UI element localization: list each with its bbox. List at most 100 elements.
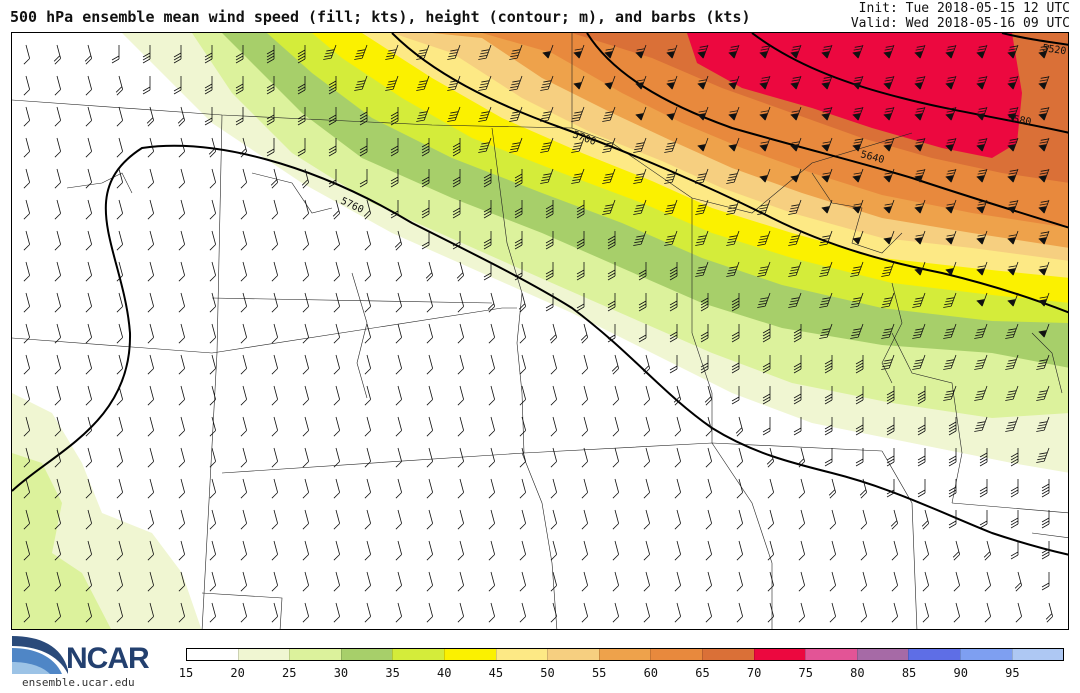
wind-barb-icon	[23, 323, 31, 344]
wind-barb-icon	[790, 168, 802, 183]
wind-barb-icon	[757, 230, 771, 246]
wind-barb-icon	[881, 261, 895, 277]
wind-barb-icon	[1036, 447, 1050, 463]
wind-barb-icon	[855, 417, 864, 436]
wind-barb-icon	[147, 571, 155, 592]
wind-barb-icon	[829, 602, 837, 623]
wind-speed-fill	[12, 33, 1068, 629]
wind-barb-icon	[426, 571, 434, 592]
wind-barb-icon	[945, 168, 957, 183]
wind-barb-icon	[550, 509, 558, 530]
wind-barb-icon	[359, 138, 368, 157]
wind-barb-icon	[209, 261, 217, 282]
wind-barb-icon	[914, 168, 926, 183]
wind-barb-icon	[240, 509, 248, 530]
wind-barb-icon	[767, 540, 775, 561]
wind-barb-icon	[550, 540, 558, 561]
wind-barb-icon	[390, 169, 399, 188]
wind-barb-icon	[797, 447, 806, 468]
wind-barb-icon	[705, 447, 713, 468]
wind-barb-icon	[426, 354, 434, 375]
wind-barb-icon	[759, 44, 771, 59]
wind-barb-icon	[147, 447, 155, 468]
ncar-logo-text: NCAR	[66, 642, 150, 675]
wind-barb-icon	[54, 261, 62, 282]
valid-time: Valid: Wed 2018-05-16 09 UTC	[850, 16, 1070, 31]
wind-barb-icon	[550, 602, 558, 623]
wind-barb-icon	[821, 75, 833, 90]
wind-barb-icon	[173, 45, 182, 64]
wind-barb-icon	[142, 45, 151, 64]
wind-barb-icon	[302, 447, 310, 468]
wind-barb-icon	[23, 540, 31, 561]
wind-barb-icon	[147, 540, 155, 561]
wind-barb-icon	[798, 509, 806, 530]
wind-barb-icon	[643, 447, 651, 468]
wind-barb-icon	[85, 354, 93, 375]
wind-barb-icon	[395, 261, 403, 282]
wind-barb-icon	[178, 323, 186, 344]
wind-barb-icon	[271, 385, 279, 406]
wind-barb-icon	[852, 199, 864, 214]
wind-barb-icon	[452, 231, 461, 250]
wind-barb-icon	[178, 137, 186, 158]
wind-barb-icon	[271, 478, 279, 499]
colorbar-swatch	[340, 649, 393, 660]
wind-barb-icon	[974, 323, 988, 339]
wind-barb-icon	[1038, 75, 1050, 90]
wind-barb-icon	[147, 199, 155, 220]
wind-barb-icon	[240, 478, 248, 499]
wind-barb-icon	[1038, 292, 1050, 307]
wind-barb-icon	[116, 323, 124, 344]
wind-barb-icon	[886, 386, 895, 405]
wind-barb-icon	[457, 602, 465, 623]
colorbar-swatch	[187, 649, 238, 660]
wind-barb-icon	[54, 292, 62, 313]
wind-barb-icon	[364, 261, 372, 282]
colorbar-swatch	[805, 649, 857, 660]
wind-barb-icon	[54, 106, 62, 127]
wind-barb-icon	[333, 354, 341, 375]
wind-barb-icon	[209, 230, 217, 251]
wind-barb-icon	[860, 509, 868, 530]
wind-barb-icon	[364, 323, 372, 344]
wind-barb-icon	[735, 416, 744, 437]
wind-barb-icon	[633, 137, 647, 153]
wind-barb-icon	[333, 478, 341, 499]
wind-barb-icon	[271, 199, 279, 220]
wind-barb-icon	[828, 478, 837, 499]
map-panel: 5760 5700 5640 5580 5520	[11, 32, 1069, 630]
wind-barb-icon	[240, 354, 248, 375]
wind-barb-icon	[178, 261, 186, 282]
wind-barb-icon	[478, 106, 492, 122]
wind-barb-icon	[573, 75, 585, 90]
wind-barb-icon	[364, 230, 372, 251]
wind-barb-icon	[116, 385, 124, 406]
wind-barb-icon	[509, 137, 523, 153]
wind-barb-icon	[767, 478, 775, 499]
wind-barb-icon	[514, 200, 523, 219]
wind-barb-icon	[550, 478, 558, 499]
wind-barb-icon	[821, 168, 833, 183]
wind-barb-icon	[852, 137, 864, 152]
wind-barb-icon	[85, 385, 93, 406]
wind-barb-icon	[54, 540, 62, 561]
time-info: Init: Tue 2018-05-15 12 UTC Valid: Wed 2…	[851, 1, 1070, 31]
wind-barb-icon	[301, 168, 310, 189]
colorbar-swatch	[959, 649, 1012, 660]
wind-barb-icon	[85, 199, 93, 220]
wind-barb-icon	[240, 199, 248, 220]
wind-barb-icon	[762, 386, 771, 405]
wind-barb-icon	[1007, 168, 1019, 183]
wind-barb-icon	[912, 323, 926, 339]
wind-barb-icon	[333, 385, 341, 406]
wind-barb-icon	[302, 571, 310, 592]
wind-barb-icon	[695, 230, 709, 246]
wind-barb-icon	[457, 571, 465, 592]
wind-barb-icon	[759, 106, 771, 121]
wind-barb-icon	[23, 354, 31, 375]
wind-barb-icon	[705, 509, 713, 530]
wind-barb-icon	[147, 602, 155, 623]
wind-barb-icon	[943, 385, 957, 401]
wind-barb-icon	[860, 540, 868, 561]
